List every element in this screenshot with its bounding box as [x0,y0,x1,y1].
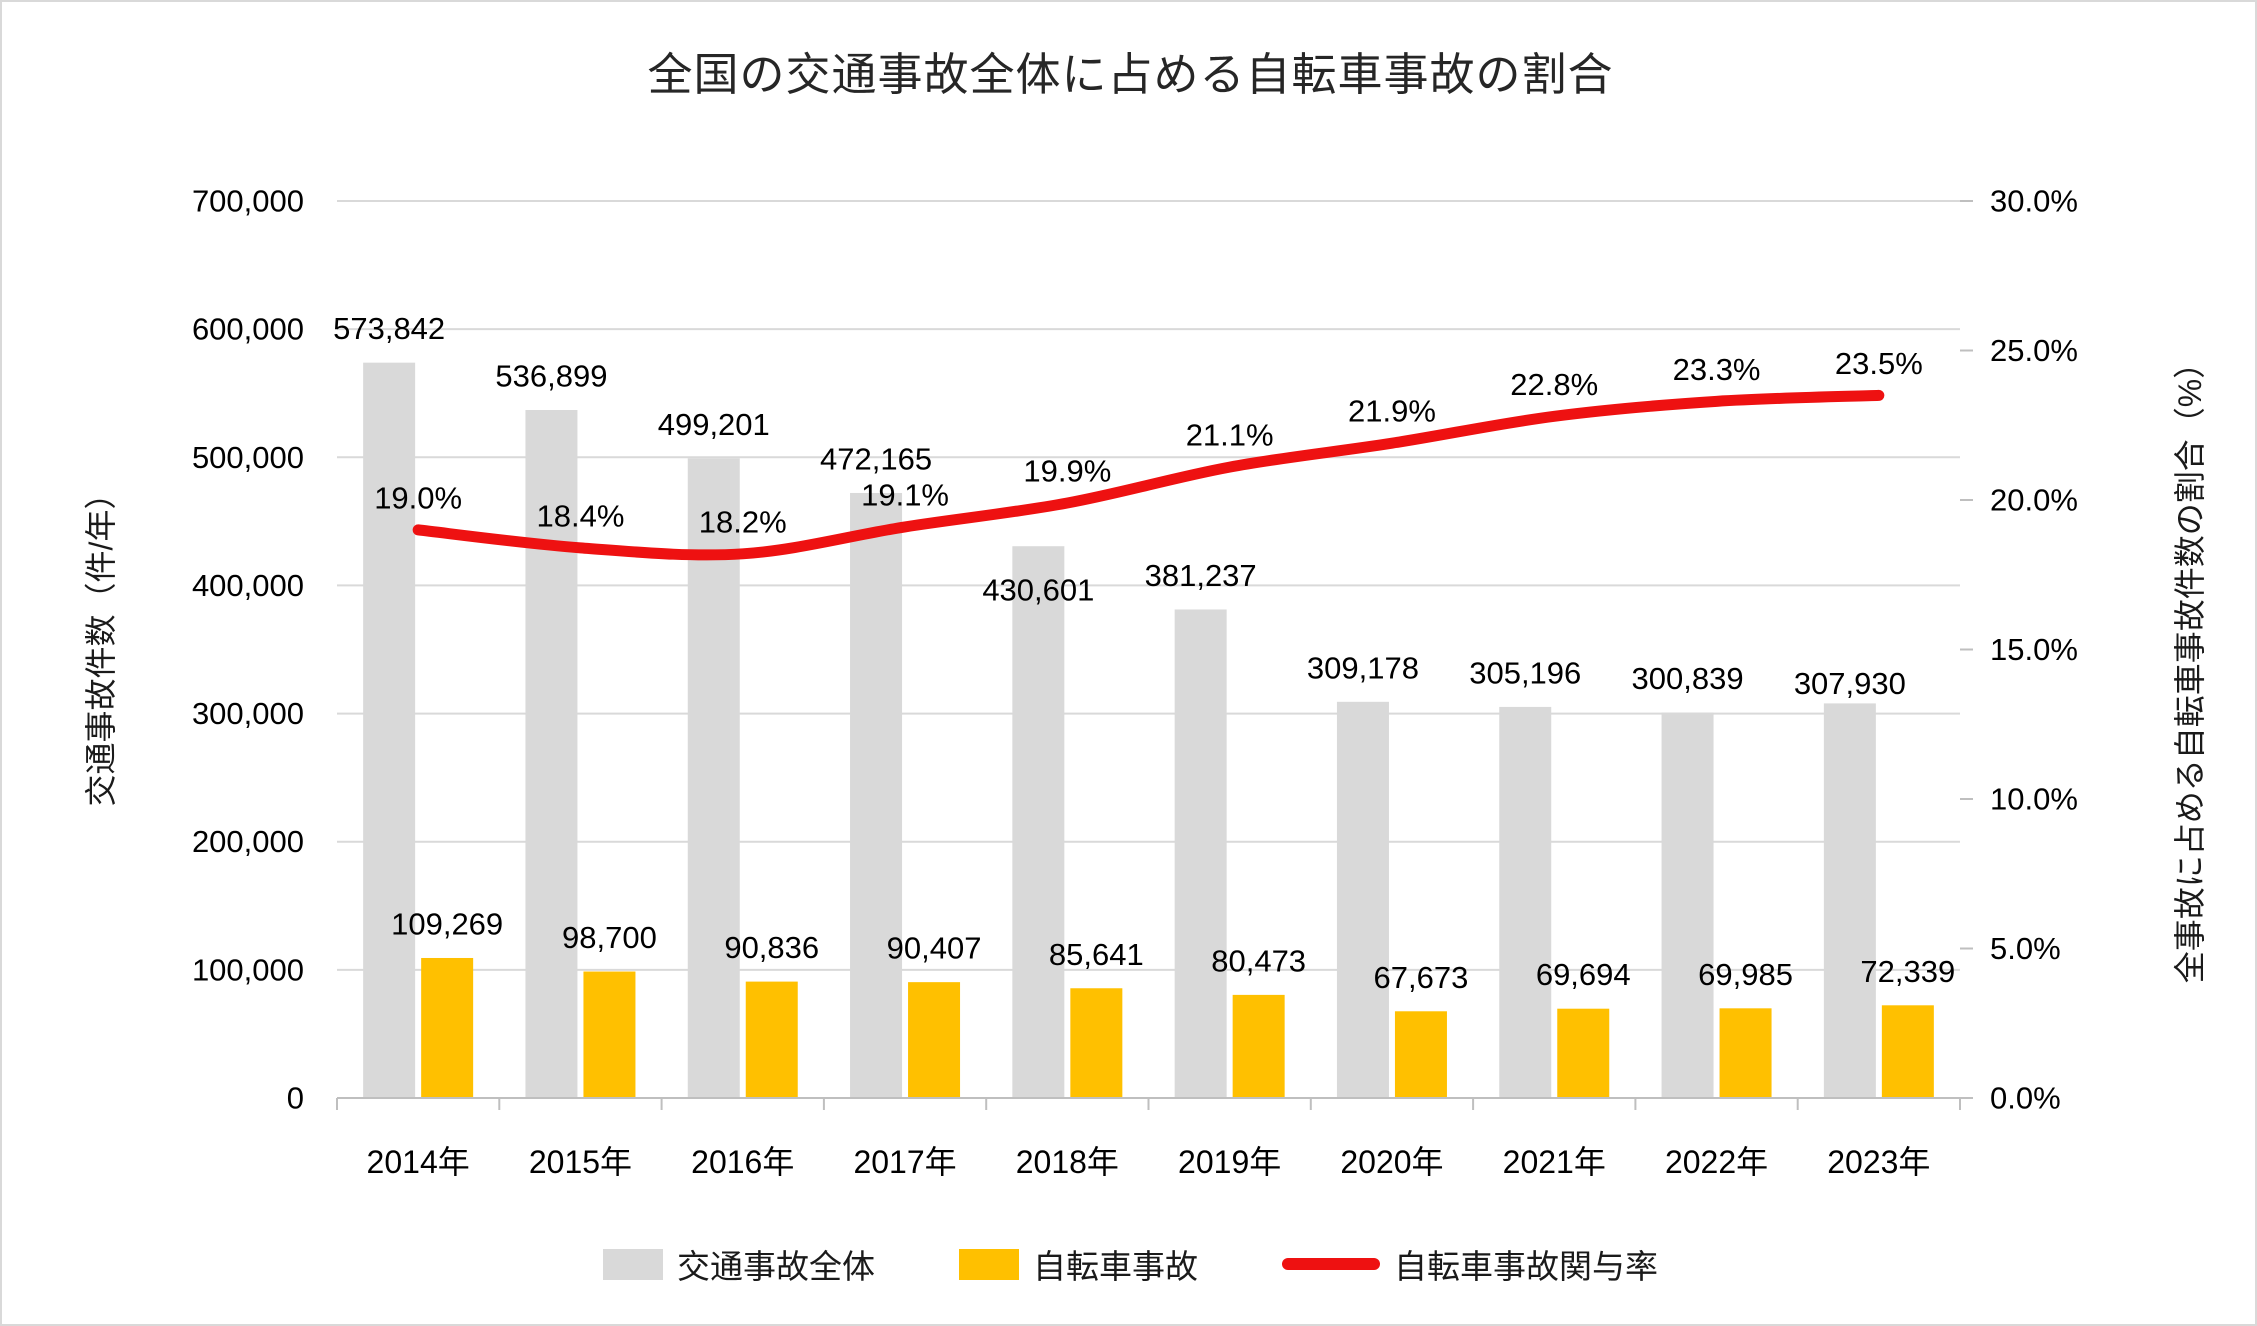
left-axis-tick-label: 400,000 [192,568,304,603]
legend-label-rate: 自転車事故関与率 [1394,1248,1658,1285]
bar-total [363,362,416,1098]
data-label-rate: 19.9% [1023,453,1111,488]
data-label-total: 536,899 [495,359,607,394]
bar-total [1174,609,1227,1098]
data-label-total: 381,237 [1145,558,1257,593]
data-label-bicycle: 69,694 [1536,957,1631,992]
legend: 交通事故全体 自転車事故 自転車事故関与率 [2,1240,2255,1288]
data-label-bicycle: 98,700 [562,920,657,955]
data-label-rate: 23.5% [1835,346,1923,381]
x-axis-tick-label: 2021年 [1503,1144,1606,1180]
left-axis-tick-label: 0 [287,1081,304,1116]
bar-bicycle [1881,1005,1934,1098]
data-label-bicycle: 67,673 [1374,960,1469,995]
bar-bicycle [908,982,961,1098]
right-axis-tick-label: 10.0% [1990,782,2078,817]
right-axis-tick-label: 0.0% [1990,1081,2061,1116]
data-label-rate: 21.1% [1186,418,1274,453]
legend-item-bicycle: 自転車事故 [959,1240,1198,1288]
bar-bicycle [745,981,798,1098]
data-label-total: 307,930 [1794,666,1906,701]
right-axis-title: 全事故に占める自転車事故件数の割合（%） [2172,346,2208,984]
bar-total [1336,701,1389,1098]
x-axis-tick-label: 2022年 [1665,1144,1768,1180]
left-axis-tick-label: 600,000 [192,312,304,347]
left-axis-tick-label: 200,000 [192,824,304,859]
data-label-bicycle: 85,641 [1049,937,1144,972]
x-axis-tick-label: 2017年 [853,1144,956,1180]
bar-bicycle [1232,994,1285,1098]
data-label-bicycle: 80,473 [1211,943,1306,978]
x-axis-tick-label: 2015年 [529,1144,632,1180]
right-axis-tick-label: 30.0% [1990,184,2078,219]
data-label-total: 499,201 [658,407,770,442]
data-label-total: 573,842 [333,311,445,346]
bar-bicycle [1394,1011,1447,1098]
bar-total [687,458,740,1098]
right-axis-tick-label: 5.0% [1990,931,2061,966]
bar-total [1012,546,1065,1098]
legend-swatch-rate-line [1282,1258,1380,1270]
left-axis-title: 交通事故件数（件/年） [83,477,119,807]
bar-bicycle [1719,1008,1772,1098]
data-label-total: 472,165 [820,441,932,476]
data-label-bicycle: 109,269 [391,906,503,941]
data-label-total: 300,839 [1632,661,1744,696]
data-label-bicycle: 69,985 [1698,957,1793,992]
data-label-rate: 18.2% [699,504,787,539]
chart-title: 全国の交通事故全体に占める自転車事故の割合 [647,49,1614,100]
left-axis-tick-label: 500,000 [192,440,304,475]
right-axis-tick-label: 20.0% [1990,483,2078,518]
bar-total [1661,712,1714,1098]
data-label-rate: 18.4% [536,498,624,533]
legend-label-bicycle: 自転車事故 [1033,1248,1198,1285]
data-label-bicycle: 90,836 [724,930,819,965]
left-axis-tick-label: 300,000 [192,696,304,731]
left-axis-tick-label: 100,000 [192,952,304,987]
data-label-rate: 23.3% [1673,352,1761,387]
legend-item-total: 交通事故全体 [603,1240,875,1288]
data-label-bicycle: 72,339 [1860,954,1955,989]
data-label-total: 305,196 [1469,655,1581,690]
x-axis-tick-label: 2018年 [1016,1144,1119,1180]
bar-bicycle [1070,988,1123,1098]
x-axis-tick-label: 2020年 [1340,1144,1443,1180]
x-axis-tick-label: 2023年 [1827,1144,1930,1180]
bar-bicycle [1557,1008,1610,1098]
legend-swatch-total-bar [603,1248,663,1280]
data-label-rate: 21.9% [1348,394,1436,429]
data-label-total: 430,601 [982,573,1094,608]
left-axis-tick-label: 700,000 [192,184,304,219]
data-label-bicycle: 90,407 [887,931,982,966]
bar-bicycle [583,971,636,1098]
right-axis-tick-label: 15.0% [1990,632,2078,667]
right-axis-tick-label: 25.0% [1990,333,2078,368]
legend-item-rate: 自転車事故関与率 [1282,1240,1658,1288]
bar-total [850,492,903,1098]
bar-total [1499,706,1552,1098]
data-label-rate: 19.1% [861,477,949,512]
data-label-rate: 22.8% [1510,367,1598,402]
data-label-total: 309,178 [1307,650,1419,685]
x-axis-tick-label: 2019年 [1178,1144,1281,1180]
x-axis-tick-label: 2014年 [367,1144,470,1180]
x-axis-tick-label: 2016年 [691,1144,794,1180]
legend-swatch-bicycle-bar [959,1248,1019,1280]
bar-bicycle [421,957,474,1098]
trend-line [412,389,1885,561]
bar-total [1823,703,1876,1098]
bar-total [525,410,578,1098]
legend-label-total: 交通事故全体 [677,1248,875,1285]
data-label-rate: 19.0% [374,480,462,515]
